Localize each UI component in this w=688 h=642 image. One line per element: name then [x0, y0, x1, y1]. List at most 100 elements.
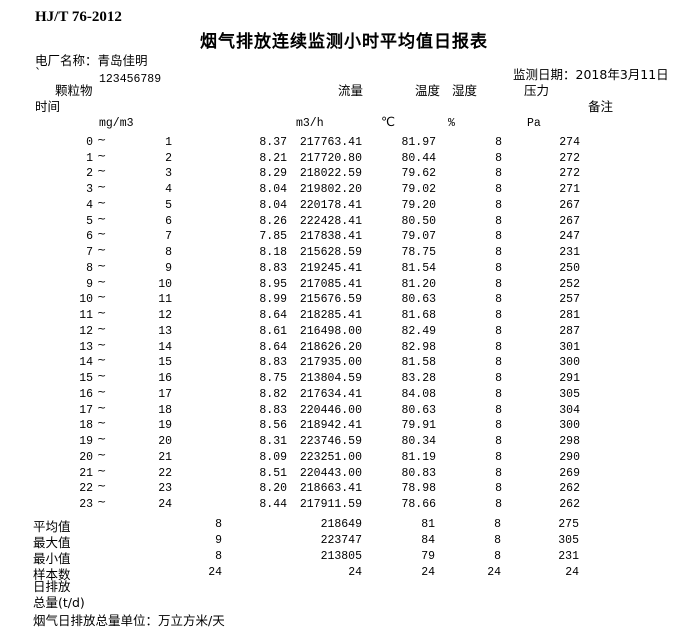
tilde-separator: ~	[97, 149, 107, 162]
hour-to-cell: 8	[165, 246, 172, 259]
plant-name-label: 电厂名称：	[35, 53, 98, 68]
hour-to-cell: 3	[165, 167, 172, 180]
summary-row: 最大值 9 223747 84 8 305	[0, 534, 688, 550]
hour-to-cell: 14	[158, 341, 172, 354]
flow-cell: 217935.00	[299, 356, 362, 369]
humidity-cell: 8	[495, 388, 502, 401]
temperature-cell: 83.28	[401, 372, 436, 385]
pressure-cell: 300	[559, 356, 580, 369]
humidity-cell: 8	[495, 325, 502, 338]
summary-label: 最小值	[33, 551, 71, 566]
pressure-cell: 267	[559, 215, 580, 228]
hour-from-cell: 14	[79, 356, 93, 369]
table-row: 21 ~22 8.51 220443.00 80.83 8 269	[0, 464, 688, 483]
temperature-cell: 78.98	[401, 482, 436, 495]
col-header-temperature: 温度	[415, 83, 441, 98]
temperature-cell: 81.97	[401, 136, 436, 149]
flow-cell: 219802.20	[299, 183, 362, 196]
particulate-cell: 8.04	[259, 199, 287, 212]
temperature-cell: 80.44	[401, 152, 436, 165]
humidity-cell: 8	[495, 482, 502, 495]
table-row: 6 ~7 7.85 217838.41 79.07 8 247	[0, 227, 688, 246]
table-row: 13 ~14 8.64 218626.20 82.98 8 301	[0, 338, 688, 357]
particulate-cell: 8.31	[259, 435, 287, 448]
tilde-separator: ~	[97, 401, 107, 414]
tilde-separator: ~	[97, 448, 107, 461]
hour-from-cell: 4	[86, 199, 93, 212]
summary-label: 最大值	[33, 535, 71, 550]
summary-pressure-cell: 305	[558, 534, 579, 547]
humidity-cell: 8	[495, 498, 502, 511]
summary-temperature-cell: 79	[421, 550, 435, 563]
hour-from-cell: 20	[79, 451, 93, 464]
hour-from-cell: 9	[86, 278, 93, 291]
particulate-cell: 8.83	[259, 356, 287, 369]
hour-from-cell: 7	[86, 246, 93, 259]
hour-to-cell: 6	[165, 215, 172, 228]
hour-to-cell: 15	[158, 356, 172, 369]
temperature-cell: 79.62	[401, 167, 436, 180]
summary-particulate-cell: 8	[215, 550, 222, 563]
pressure-cell: 269	[559, 467, 580, 480]
particulate-cell: 8.29	[259, 167, 287, 180]
pressure-cell: 231	[559, 246, 580, 259]
humidity-cell: 8	[495, 183, 502, 196]
humidity-cell: 8	[495, 372, 502, 385]
tilde-separator: ~	[97, 479, 107, 492]
hour-from-cell: 5	[86, 215, 93, 228]
hour-to-cell: 7	[165, 230, 172, 243]
pressure-cell: 300	[559, 419, 580, 432]
temperature-cell: 80.63	[401, 404, 436, 417]
hour-from-cell: 11	[79, 309, 93, 322]
pressure-cell: 301	[559, 341, 580, 354]
pressure-cell: 291	[559, 372, 580, 385]
hour-to-cell: 16	[158, 372, 172, 385]
particulate-cell: 8.95	[259, 278, 287, 291]
daily-emission-label-line1: 日排放	[33, 579, 71, 594]
pressure-cell: 252	[559, 278, 580, 291]
temperature-cell: 79.07	[401, 230, 436, 243]
temperature-cell: 81.68	[401, 309, 436, 322]
plant-code: 123456789	[99, 73, 162, 86]
summary-pressure-cell: 24	[565, 566, 579, 579]
humidity-cell: 8	[495, 309, 502, 322]
temperature-cell: 82.98	[401, 341, 436, 354]
summary-humidity-cell: 8	[494, 534, 501, 547]
hour-to-cell: 20	[158, 435, 172, 448]
unit-pressure: Pa	[527, 117, 541, 130]
monitor-date-value: 2018年3月11日	[575, 67, 669, 82]
flow-cell: 220446.00	[299, 404, 362, 417]
summary-flow-cell: 223747	[320, 534, 362, 547]
particulate-cell: 8.64	[259, 341, 287, 354]
pressure-cell: 262	[559, 482, 580, 495]
table-row: 1 ~2 8.21 217720.80 80.44 8 272	[0, 149, 688, 168]
flow-cell: 217720.80	[299, 152, 362, 165]
table-row: 17 ~18 8.83 220446.00 80.63 8 304	[0, 401, 688, 420]
pressure-cell: 274	[559, 136, 580, 149]
flue-gas-unit-note: 烟气日排放总量单位：万立方米/天	[33, 613, 225, 628]
particulate-cell: 8.44	[259, 498, 287, 511]
tilde-separator: ~	[97, 164, 107, 177]
table-row: 7 ~8 8.18 215628.59 78.75 8 231	[0, 243, 688, 262]
pressure-cell: 250	[559, 262, 580, 275]
table-row: 14 ~15 8.83 217935.00 81.58 8 300	[0, 353, 688, 372]
temperature-cell: 81.54	[401, 262, 436, 275]
flow-cell: 213804.59	[299, 372, 362, 385]
daily-emission-label-line2: 总量(t/d)	[33, 595, 85, 610]
flow-cell: 219245.41	[299, 262, 362, 275]
summary-temperature-cell: 84	[421, 534, 435, 547]
temperature-cell: 81.19	[401, 451, 436, 464]
table-row: 5 ~6 8.26 222428.41 80.50 8 267	[0, 212, 688, 231]
particulate-cell: 8.21	[259, 152, 287, 165]
particulate-cell: 8.82	[259, 388, 287, 401]
flow-cell: 217085.41	[299, 278, 362, 291]
pressure-cell: 272	[559, 167, 580, 180]
tilde-separator: ~	[97, 306, 107, 319]
summary-particulate-cell: 9	[215, 534, 222, 547]
summary-flow-cell: 24	[348, 566, 362, 579]
flow-cell: 220178.41	[299, 199, 362, 212]
particulate-cell: 8.99	[259, 293, 287, 306]
pressure-cell: 290	[559, 451, 580, 464]
particulate-cell: 8.56	[259, 419, 287, 432]
